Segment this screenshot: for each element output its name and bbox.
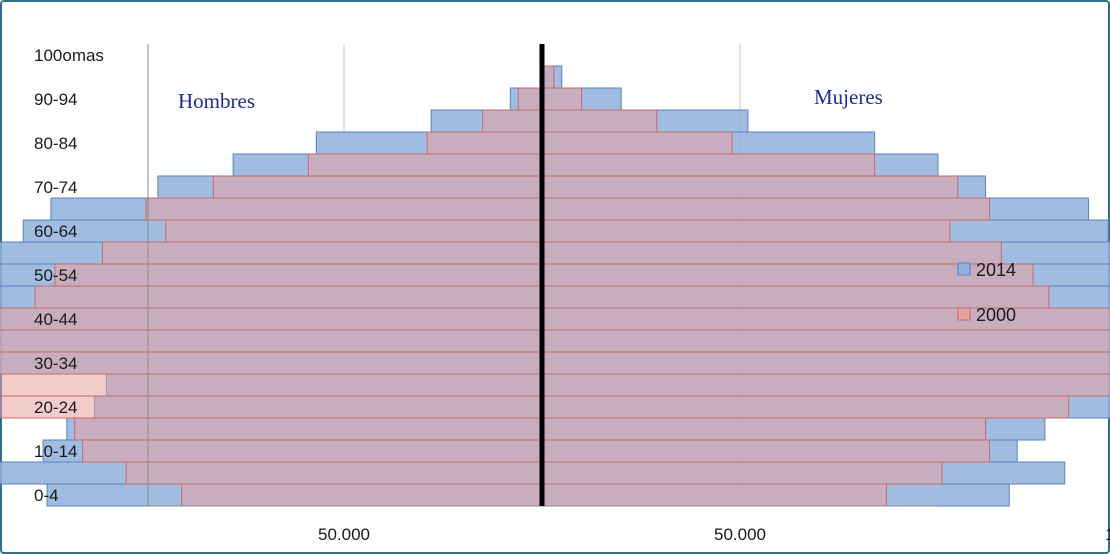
y-tick-label: 80-84 (34, 134, 77, 153)
bar-2000-female (541, 285, 1050, 309)
bar-2000-female (541, 241, 1002, 265)
bar-2000-female (541, 197, 990, 221)
bar-2000-female (541, 219, 951, 243)
bar-2000-female (541, 395, 1070, 419)
bar-2000-male (0, 307, 543, 331)
legend-label-2014: 2014 (976, 260, 1016, 280)
y-tick-label: 0-4 (34, 486, 59, 505)
bar-2000-male (517, 87, 543, 111)
bar-2000-male (482, 109, 543, 133)
bar-2000-male (82, 439, 543, 463)
legend: 2014 2000 (957, 260, 1016, 325)
x-tick-label: 50.000 (318, 525, 370, 544)
bar-2000-male (0, 395, 543, 419)
y-tick-label: 100omas (34, 46, 104, 65)
y-tick-label: 40-44 (34, 310, 77, 329)
bar-2000-female (541, 175, 959, 199)
axes (147, 44, 938, 507)
bar-2000-female (541, 417, 987, 441)
bar-2000-male (101, 241, 543, 265)
bar-2000-female (541, 439, 990, 463)
y-tick-labels: 100omas 90-94 80-84 70-74 60-64 50-54 40-44 30-… (34, 46, 104, 505)
bar-2000-female (541, 351, 1110, 375)
bar-2000-male (145, 197, 543, 221)
legend-swatch-2000 (957, 307, 971, 321)
bar-2000-male (426, 131, 543, 155)
legend-swatch-2014 (957, 262, 971, 276)
left-side-label: Hombres (178, 89, 255, 113)
bar-2000-male (54, 263, 543, 287)
legend-label-2000: 2000 (976, 305, 1016, 325)
bar-2000-female (541, 373, 1110, 397)
bar-2000-male (74, 417, 543, 441)
y-tick-label: 10-14 (34, 442, 77, 461)
bar-2000-male (165, 219, 543, 243)
bar-2000-male (0, 351, 543, 375)
bar-2000-male (0, 373, 543, 397)
bar-2000-male (34, 285, 543, 309)
bar-2000-female (541, 307, 1110, 331)
bar-2000-female (541, 461, 943, 485)
y-tick-label: 70-74 (34, 178, 77, 197)
bar-2000-female (541, 109, 658, 133)
right-side-label: Mujeres (814, 85, 883, 109)
bar-2000-male (181, 483, 543, 507)
x-tick-label: 150.000 (1105, 525, 1110, 544)
x-tick-label: 50.000 (714, 525, 766, 544)
bar-2000-male (0, 329, 543, 353)
y-tick-label: 60-64 (34, 222, 77, 241)
bar-2000-female (541, 131, 733, 155)
bar-2000-female (541, 483, 888, 507)
bar-2000-male (212, 175, 543, 199)
bar-2000-female (541, 153, 876, 177)
bar-2000-female (541, 329, 1110, 353)
y-tick-label: 90-94 (34, 90, 77, 109)
y-tick-label: 30-34 (34, 354, 77, 373)
bar-2000-male (307, 153, 543, 177)
y-tick-label: 20-24 (34, 398, 77, 417)
bar-2000-female (541, 87, 583, 111)
bar-2000-male (125, 461, 543, 485)
series-2000-bars (0, 65, 1110, 507)
y-tick-label: 50-54 (34, 266, 77, 285)
